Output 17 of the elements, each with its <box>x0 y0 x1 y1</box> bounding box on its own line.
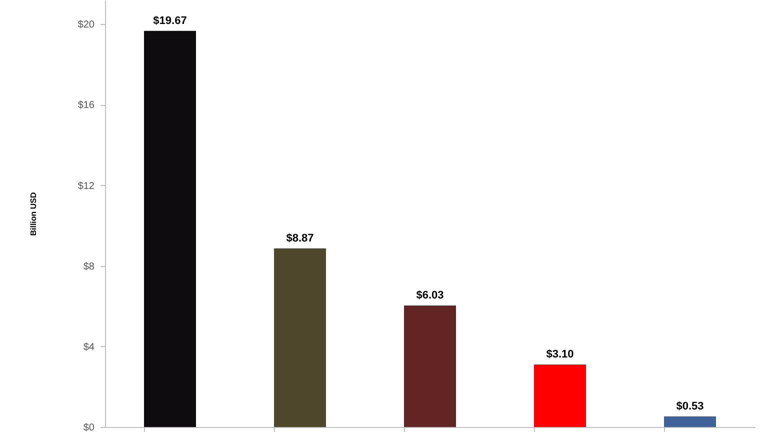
bar <box>664 416 716 427</box>
data-label: $8.87 <box>286 232 314 244</box>
bar <box>534 364 586 427</box>
data-label: $19.67 <box>153 14 187 27</box>
y-axis-title: Billion USD <box>28 192 38 236</box>
y-tick-label: $4 <box>83 342 95 353</box>
bar <box>404 306 456 427</box>
y-tick-label: $8 <box>83 261 95 272</box>
data-label: $3.10 <box>546 348 574 361</box>
y-tick-label: $16 <box>78 100 95 112</box>
bar <box>274 248 326 427</box>
bar <box>144 30 196 427</box>
data-label: $6.03 <box>416 290 444 302</box>
data-label: $0.53 <box>676 400 704 412</box>
y-tick-label: $20 <box>78 20 95 31</box>
y-tick-label: $0 <box>83 422 95 432</box>
y-tick-label: $12 <box>78 180 95 192</box>
